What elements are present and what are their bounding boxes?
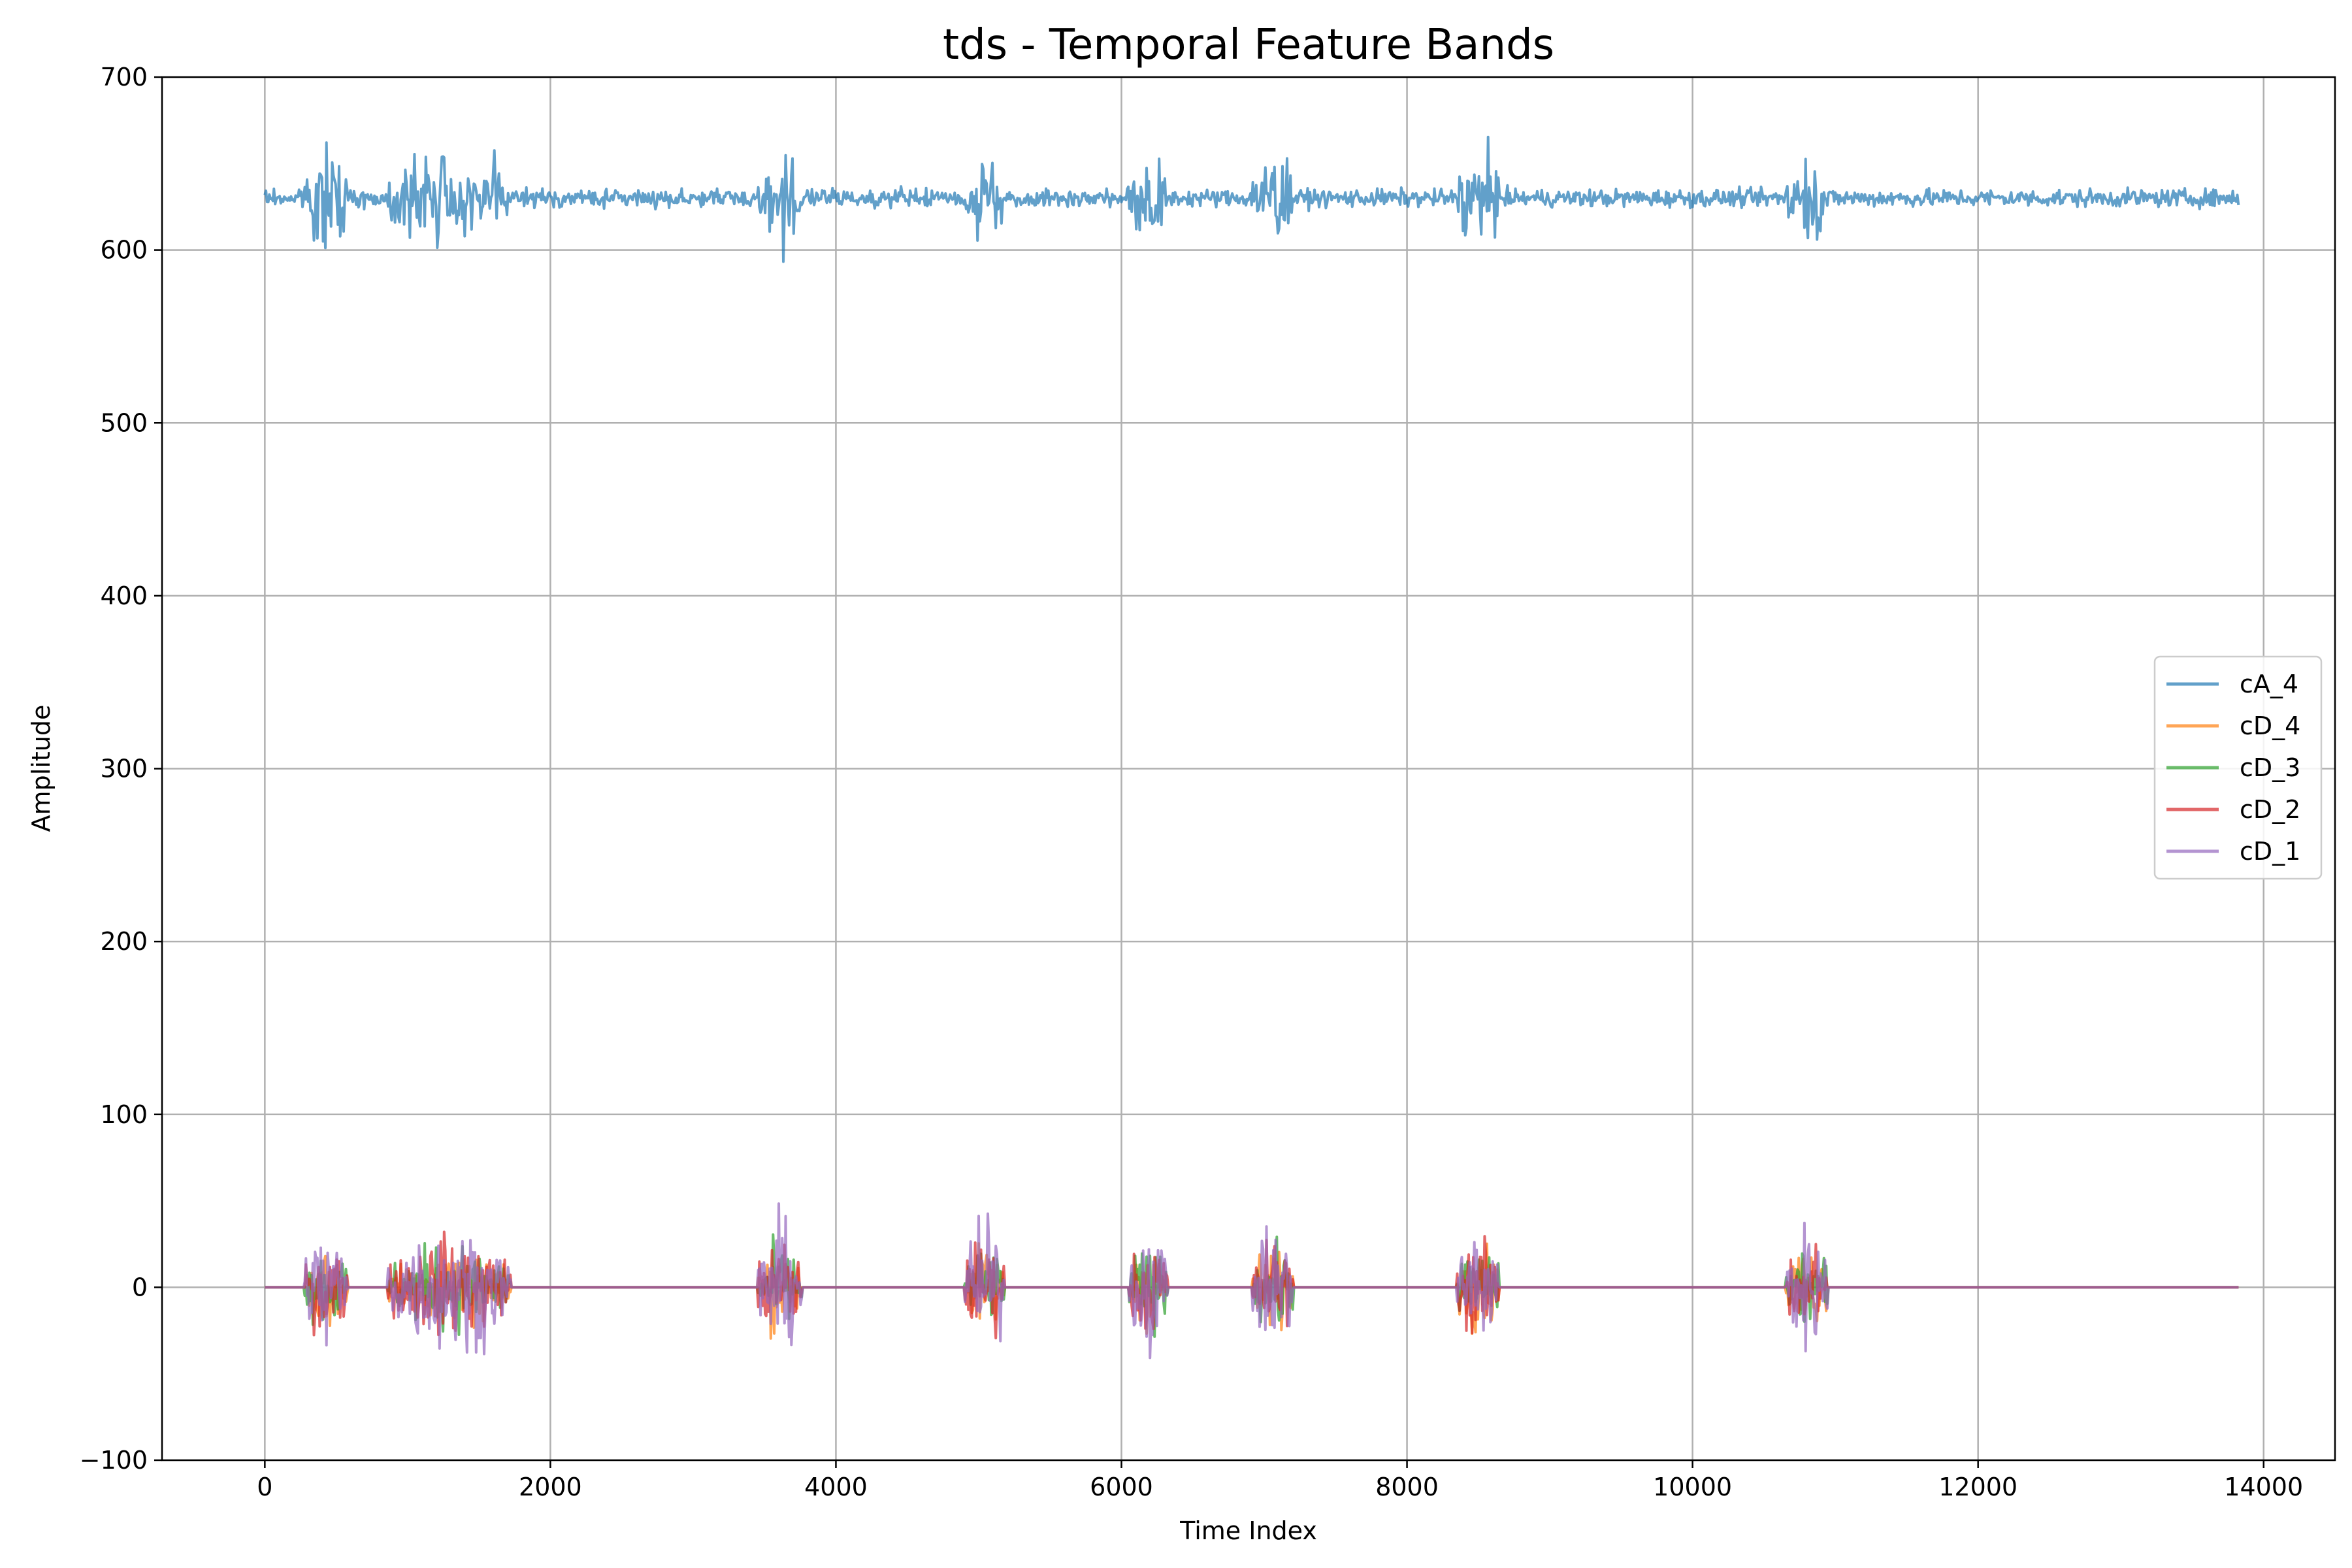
legend-label: cD_3	[2240, 753, 2300, 782]
legend-label: cA_4	[2240, 670, 2298, 698]
legend-label: cD_4	[2240, 711, 2300, 740]
legend-label: cD_2	[2240, 795, 2300, 824]
x-tick-label: 12000	[1938, 1473, 2017, 1501]
x-tick-label: 6000	[1090, 1473, 1153, 1501]
x-tick-label: 2000	[519, 1473, 582, 1501]
y-tick-label: 100	[100, 1100, 148, 1129]
y-tick-label: 400	[100, 581, 148, 610]
ticks-layer: 0 2000 4000 6000 8000 10000 12000 14000 −100 0 100…	[80, 63, 2304, 1501]
x-tick-label: 4000	[804, 1473, 868, 1501]
y-tick-label: 0	[132, 1273, 148, 1301]
chart-title: tds - Temporal Feature Bands	[943, 21, 1554, 69]
x-tick-label: 8000	[1375, 1473, 1439, 1501]
x-tick-label: 10000	[1653, 1473, 1732, 1501]
y-tick-label: 700	[100, 63, 148, 91]
y-axis-label: Amplitude	[27, 705, 56, 832]
series-line-cD_1	[265, 1202, 2239, 1360]
series-line-cA_4	[263, 135, 2240, 263]
y-tick-label: 500	[100, 408, 148, 437]
x-tick-label: 0	[257, 1473, 272, 1501]
series-layer	[263, 135, 2240, 1360]
legend-label: cD_1	[2240, 837, 2300, 866]
y-tick-label: 600	[100, 236, 148, 265]
legend-frame	[2153, 655, 2323, 880]
y-tick-label: 300	[100, 755, 148, 783]
y-tick-label: 200	[100, 927, 148, 956]
x-axis-label: Time Index	[1179, 1516, 1317, 1545]
x-tick-label: 14000	[2224, 1473, 2303, 1501]
legend: cA_4 cD_4 cD_3 cD_2 cD_1	[2153, 655, 2323, 880]
y-tick-label: −100	[80, 1446, 148, 1475]
grid-layer	[162, 76, 2335, 1462]
